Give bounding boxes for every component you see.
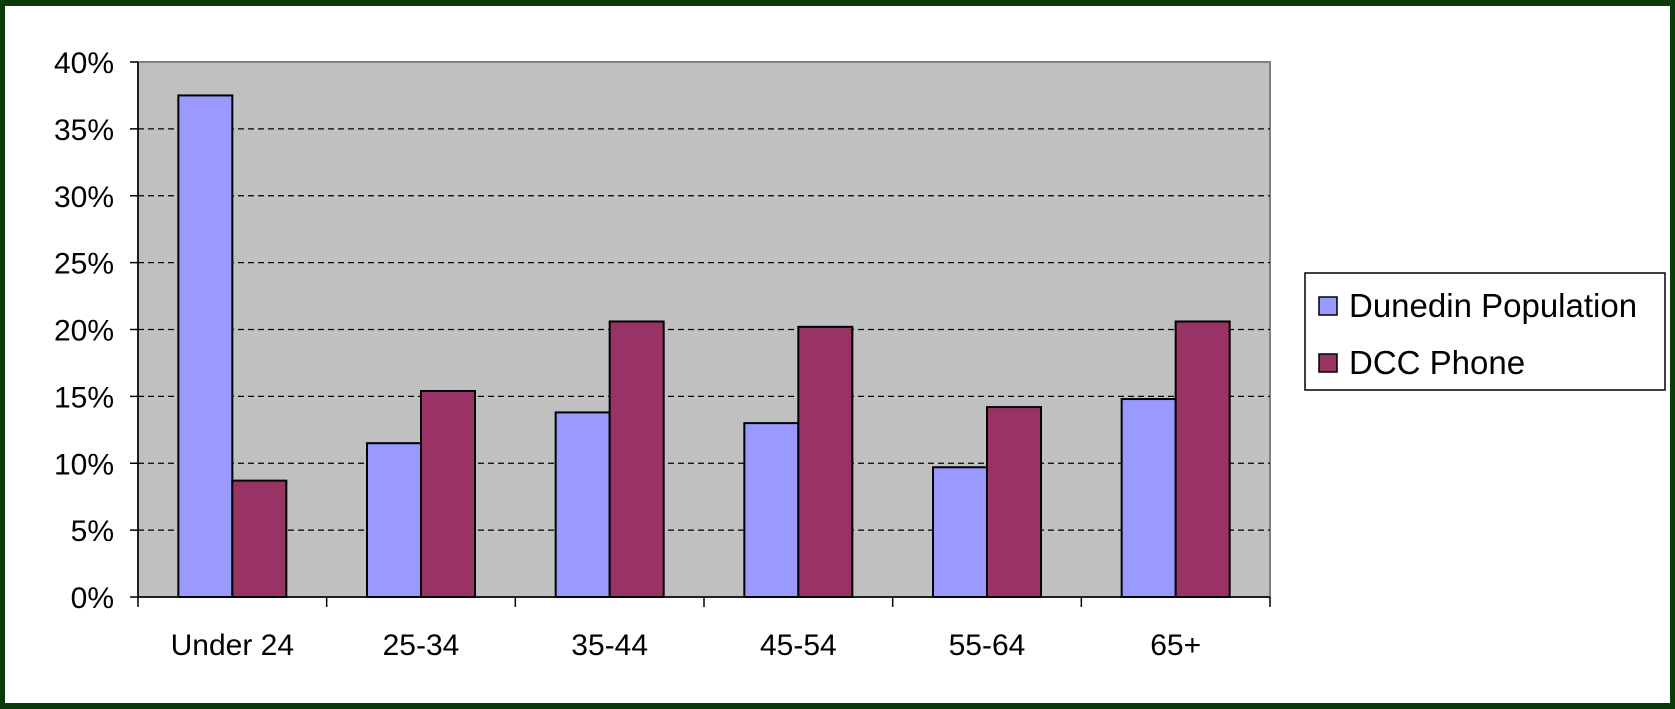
y-tick-label: 30% <box>54 181 114 214</box>
x-tick-label: 25-34 <box>383 629 460 662</box>
bar-dunedin-population <box>1120 398 1177 598</box>
chart-frame: 0% 5% 10% 15% 20% 25% 30% 35% 40% Under 24 25-34 3… <box>5 6 1670 703</box>
bar-dunedin-population <box>177 94 234 598</box>
bar-dunedin-population <box>554 411 611 598</box>
y-tick-label: 25% <box>54 248 114 281</box>
bar-dcc-phone <box>231 479 288 599</box>
bar-dcc-phone <box>608 320 665 598</box>
x-tick-label: 45-54 <box>760 629 837 662</box>
legend-swatch <box>1318 353 1338 373</box>
legend-box <box>1304 272 1666 391</box>
bar-chart: 0% 5% 10% 15% 20% 25% 30% 35% 40% Under 24 25-34 3… <box>54 47 1666 662</box>
x-axis: Under 24 25-34 35-44 45-54 55-64 65+ <box>137 596 1271 662</box>
bar-dcc-phone <box>986 406 1042 599</box>
x-tick-label: 65+ <box>1150 629 1201 662</box>
y-tick-label: 35% <box>54 114 114 147</box>
x-tick-label: Under 24 <box>171 629 294 662</box>
legend-swatch <box>1318 296 1338 316</box>
bars <box>177 94 1231 599</box>
y-tick-label: 5% <box>71 515 114 548</box>
legend-label: Dunedin Population <box>1349 287 1637 324</box>
bar-dunedin-population <box>743 422 800 598</box>
legend: Dunedin Population DCC Phone <box>1304 272 1666 391</box>
bar-dunedin-population <box>932 466 988 599</box>
bar-dcc-phone <box>1174 320 1231 598</box>
bar-dcc-phone <box>420 390 476 598</box>
y-axis: 0% 5% 10% 15% 20% 25% 30% 35% 40% <box>54 47 139 615</box>
y-tick-label: 15% <box>54 381 114 414</box>
y-tick-label: 40% <box>54 47 114 80</box>
gridlines <box>138 128 1270 531</box>
legend-label: DCC Phone <box>1349 344 1525 381</box>
y-tick-label: 0% <box>71 582 114 615</box>
y-tick-label: 20% <box>54 315 114 348</box>
bar-dcc-phone <box>797 325 854 598</box>
x-tick-label: 55-64 <box>949 629 1026 662</box>
x-tick-label: 35-44 <box>571 629 648 662</box>
bar-dunedin-population <box>366 442 422 598</box>
y-tick-label: 10% <box>54 448 114 481</box>
